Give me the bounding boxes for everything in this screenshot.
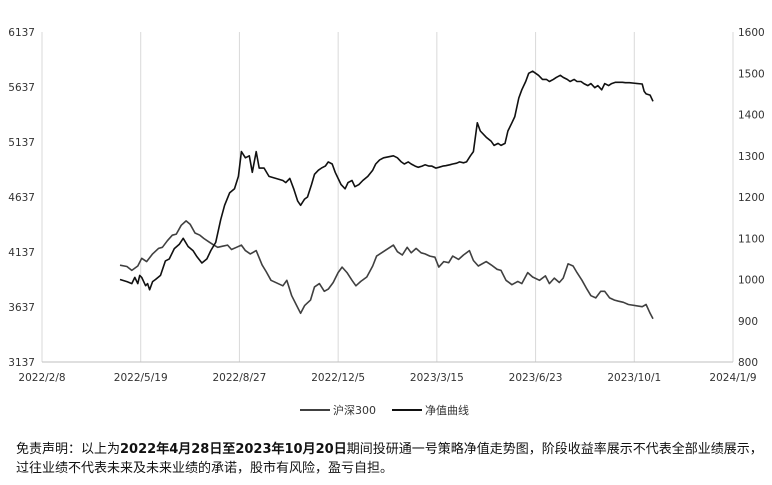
y-right-tick-label: 1600 <box>738 27 765 39</box>
y-right-tick-label: 800 <box>738 357 758 369</box>
x-tick-label: 2023/3/15 <box>410 372 464 384</box>
x-tick-label: 2022/8/27 <box>213 372 267 384</box>
chart-grid <box>41 32 734 362</box>
x-tick-label: 2022/2/8 <box>18 372 65 384</box>
y-right-tick-label: 900 <box>738 316 758 328</box>
x-tick-label: 2023/6/23 <box>509 372 563 384</box>
disclaimer-text: 免责声明：以上为2022年4月28日至2023年10月20日期间投研通一号策略净… <box>16 440 766 478</box>
csi300-line <box>119 220 654 320</box>
chart-axes: 2022/2/8 2022/5/19 2022/8/27 2022/12/5 2023/… <box>8 27 764 384</box>
y-right-tick-label: 1500 <box>738 68 765 80</box>
disclaimer-date-range: 2022年4月28日至2023年10月20日 <box>120 442 347 457</box>
chart-legend: 沪深300 净值曲线 <box>300 403 469 417</box>
disclaimer-prefix: 免责声明：以上为 <box>16 442 121 457</box>
y-right-tick-label: 1100 <box>738 233 765 245</box>
y-right-tick-label: 1000 <box>738 275 765 287</box>
y-right-tick-label: 1400 <box>738 110 765 122</box>
y-left-tick-label: 5137 <box>8 137 35 149</box>
y-right-tick-label: 1200 <box>738 192 765 204</box>
y-right-tick-label: 1300 <box>738 151 765 163</box>
chart: 2022/2/8 2022/5/19 2022/8/27 2022/12/5 2023/… <box>8 27 764 417</box>
legend-label: 净值曲线 <box>425 403 469 417</box>
legend-label: 沪深300 <box>333 403 376 417</box>
x-tick-label: 2023/10/1 <box>607 372 661 384</box>
net-value-line <box>119 70 654 291</box>
y-left-tick-label: 3137 <box>8 357 35 369</box>
x-tick-label: 2024/1/9 <box>709 372 756 384</box>
x-tick-label: 2022/5/19 <box>114 372 168 384</box>
disclaimer-suffix: 期间投研通一号策略净值走势图，阶段收益率展示不代表全部业绩展示，过往业绩不代表未… <box>16 442 763 476</box>
y-left-tick-label: 5637 <box>8 82 35 94</box>
x-tick-label: 2022/12/5 <box>311 372 365 384</box>
y-left-tick-label: 4637 <box>8 192 35 204</box>
y-left-tick-label: 4137 <box>8 247 35 259</box>
y-left-tick-label: 6137 <box>8 27 35 39</box>
chart-series <box>119 70 654 320</box>
y-left-tick-label: 3637 <box>8 302 35 314</box>
